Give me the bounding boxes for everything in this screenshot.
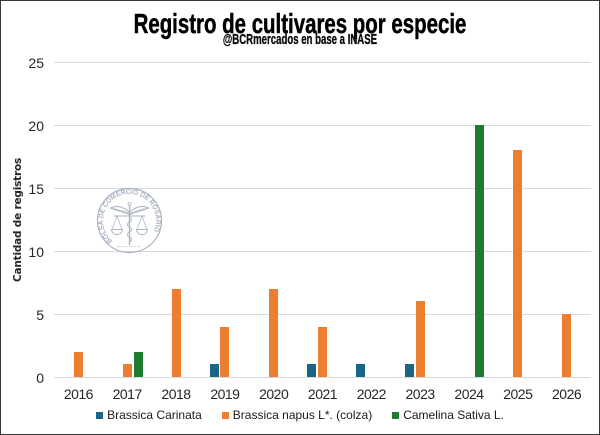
y-axis-title: Cantidad de registros xyxy=(12,157,24,283)
bar-brassica-napus-l----colza--2025 xyxy=(513,150,523,377)
gridline-y10 xyxy=(54,251,591,252)
legend-label-2: Camelina Sativa L. xyxy=(403,408,504,422)
legend: Brassica Carinata Brassica napus L*. (col… xyxy=(0,407,600,423)
chart-title: Registro de cultivares por especie xyxy=(133,8,467,39)
bar-brassica-napus-l----colza--2017 xyxy=(122,364,132,377)
x-tick-label-2025: 2025 xyxy=(503,385,533,402)
y-tick-label-15: 15 xyxy=(28,180,44,197)
bar-brassica-napus-l----colza--2026 xyxy=(562,314,572,377)
gridline-y15 xyxy=(54,188,591,189)
legend-label-1: Brassica napus L*. (colza) xyxy=(232,408,373,422)
bar-brassica-carinata-2023 xyxy=(404,364,414,377)
y-tick-label-20: 20 xyxy=(28,117,44,134)
gridline-y0 xyxy=(54,377,591,378)
x-tick-label-2016: 2016 xyxy=(63,385,94,402)
bar-brassica-napus-l----colza--2023 xyxy=(415,301,425,377)
x-tick-label-2019: 2019 xyxy=(210,385,240,402)
bar-brassica-napus-l----colza--2019 xyxy=(220,326,230,377)
y-tick-label-5: 5 xyxy=(36,306,44,323)
watermark-emblem xyxy=(109,202,150,247)
bar-brassica-napus-l----colza--2021 xyxy=(318,326,327,377)
x-tick-label-2017: 2017 xyxy=(112,385,143,402)
legend-item-2: Camelina Sativa L. xyxy=(392,408,504,422)
bar-brassica-carinata-2021 xyxy=(307,364,317,377)
legend-swatch-1 xyxy=(221,411,229,419)
legend-swatch-2 xyxy=(392,411,400,419)
bar-camelina-sativa-l--2024 xyxy=(475,125,485,377)
x-tick-label-2021: 2021 xyxy=(307,385,338,402)
watermark-circle xyxy=(96,187,163,254)
legend-item-0: Brassica Carinata xyxy=(96,408,202,422)
bar-brassica-napus-l----colza--2016 xyxy=(73,351,83,377)
y-tick-label-0: 0 xyxy=(36,369,44,386)
bar-brassica-carinata-2022 xyxy=(356,364,365,377)
x-tick-label-2022: 2022 xyxy=(356,385,387,402)
bar-brassica-carinata-2019 xyxy=(209,364,219,377)
legend-item-1: Brassica napus L*. (colza) xyxy=(221,408,373,422)
x-tick-label-2020: 2020 xyxy=(259,385,289,402)
x-tick-label-2024: 2024 xyxy=(454,385,484,402)
x-tick-label-2018: 2018 xyxy=(161,385,191,402)
legend-label-0: Brassica Carinata xyxy=(107,408,202,422)
gridline-y5 xyxy=(54,314,591,315)
gridline-y20 xyxy=(54,125,591,126)
bar-brassica-napus-l----colza--2018 xyxy=(171,288,181,377)
x-tick-label-2026: 2026 xyxy=(552,385,582,402)
watermark-text: BOLSA DE COMERCIO DE ROSARIO xyxy=(98,189,161,245)
bar-brassica-napus-l----colza--2020 xyxy=(269,288,279,377)
chart-subtitle: @BCRmercados en base a INASE xyxy=(222,32,378,48)
x-tick-label-2023: 2023 xyxy=(405,385,436,402)
y-tick-label-10: 10 xyxy=(28,243,44,260)
gridline-y25 xyxy=(54,62,591,63)
legend-swatch-0 xyxy=(96,411,104,419)
y-tick-label-25: 25 xyxy=(28,54,44,71)
bar-camelina-sativa-l--2017 xyxy=(133,351,143,377)
